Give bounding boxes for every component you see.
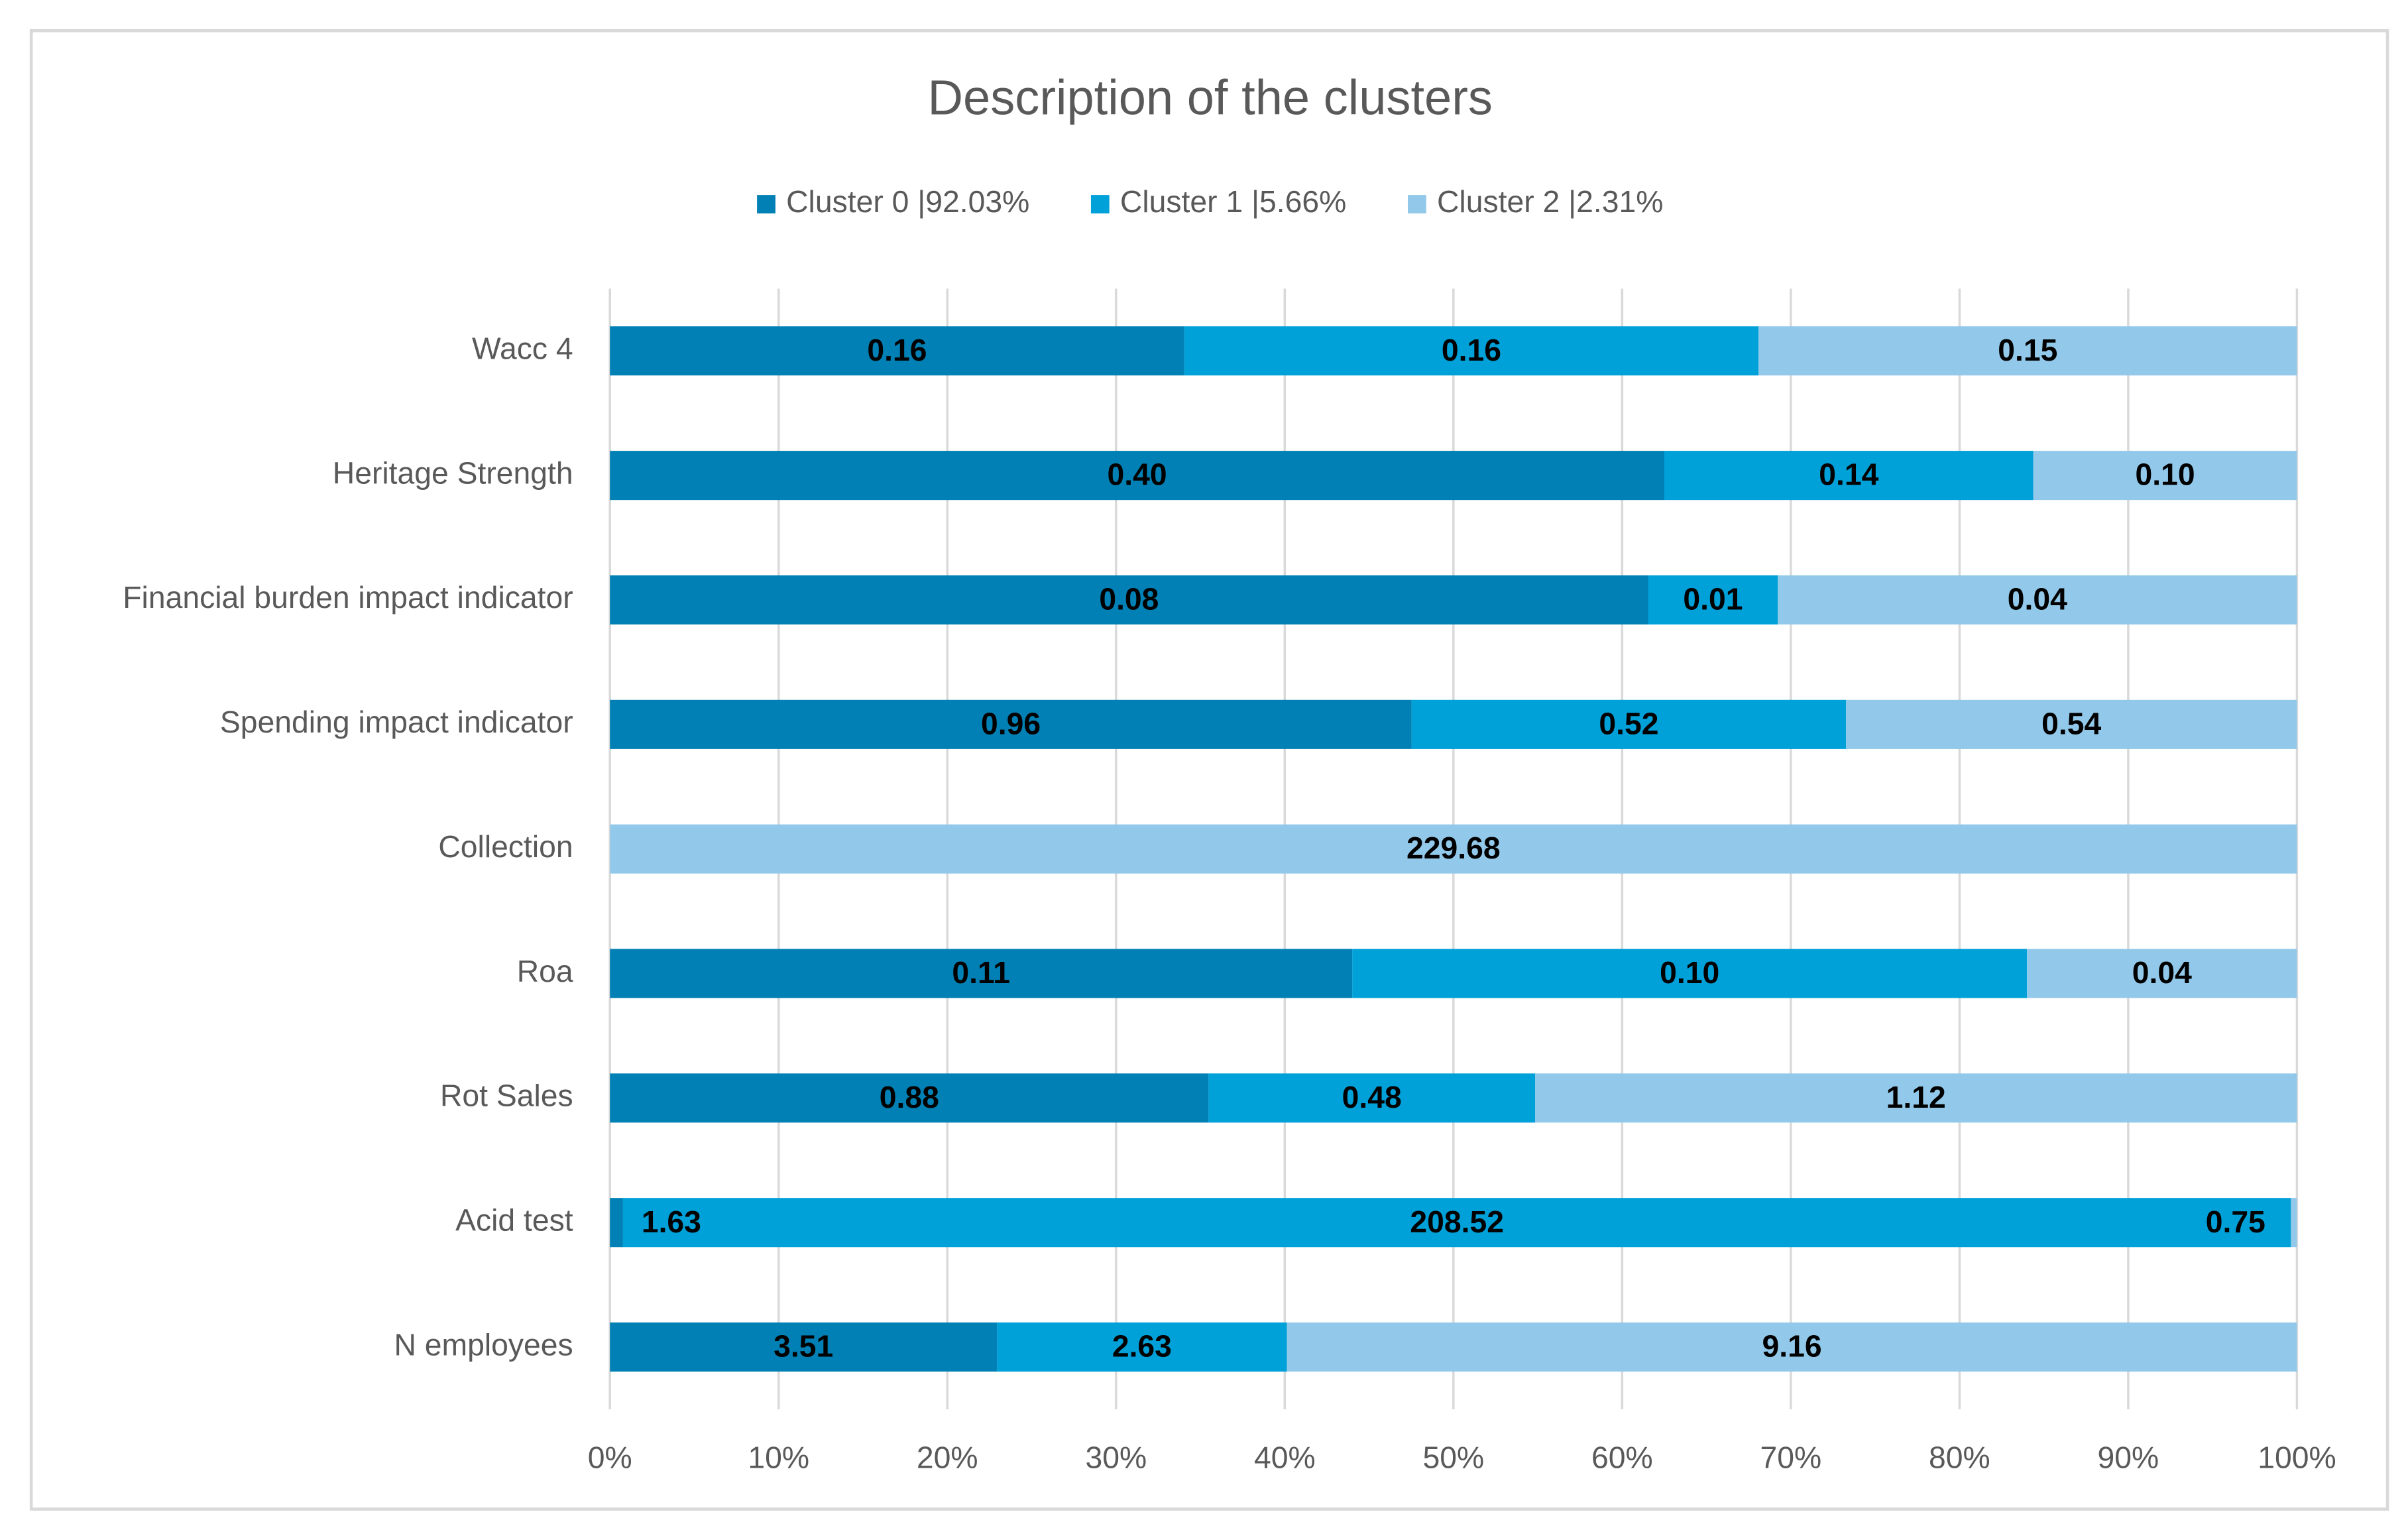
y-tick-label: Wacc 4	[472, 331, 573, 366]
y-tick-label: Roa	[517, 954, 573, 988]
legend-label: Cluster 1 |5.66%	[1120, 184, 1346, 219]
data-label: 0.11	[952, 955, 1010, 990]
data-label: 229.68	[1406, 831, 1501, 865]
data-label: 0.96	[981, 706, 1041, 740]
bar-segment	[610, 451, 1664, 500]
data-label: 1.63	[642, 1204, 701, 1239]
x-tick-label: 30%	[1085, 1440, 1147, 1475]
data-label: 0.88	[880, 1080, 939, 1114]
bar-segment	[1184, 326, 1759, 376]
legend-swatch	[1407, 195, 1426, 213]
bar-segment	[610, 1073, 1209, 1123]
legend-item: Cluster 1 |5.66%	[1090, 184, 1346, 219]
bar-segment	[610, 326, 1184, 376]
data-label: 0.52	[1599, 706, 1658, 740]
y-tick-label: N employees	[394, 1327, 573, 1362]
data-label: 9.16	[1762, 1329, 1821, 1364]
data-label: 0.01	[1683, 582, 1743, 616]
bar-segment	[1411, 699, 1847, 749]
x-tick-label: 60%	[1591, 1440, 1653, 1475]
legend-item: Cluster 0 |92.03%	[757, 184, 1029, 219]
bar-segment	[610, 1322, 998, 1372]
bar-segment	[2033, 451, 2297, 500]
data-label: 0.75	[2206, 1204, 2265, 1239]
legend-swatch	[757, 195, 775, 213]
legend-item: Cluster 2 |2.31%	[1407, 184, 1663, 219]
chart-border	[29, 29, 2389, 1511]
data-label: 0.08	[1099, 582, 1159, 616]
y-tick-label: Acid test	[455, 1203, 573, 1237]
bar-segment	[2027, 949, 2297, 998]
data-label: 2.63	[1112, 1329, 1172, 1364]
bar-segment	[610, 575, 1648, 625]
data-label: 0.04	[2008, 582, 2067, 616]
x-tick-label: 90%	[2098, 1440, 2159, 1475]
x-tick-label: 50%	[1422, 1440, 1484, 1475]
bar-segment	[997, 1322, 1287, 1372]
data-label: 0.10	[1660, 955, 1719, 990]
data-label: 0.48	[1342, 1080, 1402, 1114]
x-tick-label: 80%	[1929, 1440, 1990, 1475]
data-label: 0.14	[1819, 457, 1878, 492]
x-tick-label: 0%	[588, 1440, 632, 1475]
bar-segment	[1664, 451, 2034, 500]
bar-segment	[610, 949, 1353, 998]
x-tick-label: 40%	[1254, 1440, 1316, 1475]
bar-segment	[1758, 326, 2297, 376]
data-label: 208.52	[1410, 1204, 1504, 1239]
bar-segment	[1534, 1073, 2297, 1123]
bar-segment	[610, 699, 1412, 749]
bar-segment	[1287, 1322, 2297, 1372]
data-label: 0.16	[867, 333, 927, 367]
legend: Cluster 0 |92.03% Cluster 1 |5.66% Cluster…	[757, 184, 1663, 219]
bar-segment	[1208, 1073, 1535, 1123]
data-label: 0.15	[1998, 333, 2057, 367]
x-tick-label: 70%	[1760, 1440, 1822, 1475]
labels: Wacc 4 0.16 0.16 0.15 Heritage Strength 0.40 0…	[123, 331, 2265, 1364]
y-tick-label: Heritage Strength	[333, 455, 573, 490]
bar-segment	[610, 1198, 623, 1248]
y-tick-label: Financial burden impact indicator	[123, 580, 573, 615]
legend-label: Cluster 2 |2.31%	[1437, 184, 1663, 219]
y-tick-label: Spending impact indicator	[220, 705, 573, 739]
data-label: 0.16	[1442, 333, 1501, 367]
bar-segment	[622, 1198, 2291, 1248]
bar-segment	[1648, 575, 1778, 625]
chart-title: Description of the clusters	[928, 70, 1493, 125]
x-tick-label: 10%	[748, 1440, 809, 1475]
legend-label: Cluster 0 |92.03%	[786, 184, 1029, 219]
y-tick-label: Rot Sales	[440, 1079, 573, 1113]
bar-segment	[2291, 1198, 2297, 1248]
bar-segment	[1778, 575, 2297, 625]
legend-swatch	[1090, 195, 1110, 213]
bar-segment	[1352, 949, 2028, 998]
data-label: 0.40	[1108, 457, 1167, 492]
data-label: 0.04	[2132, 955, 2192, 990]
data-label: 0.54	[2041, 706, 2101, 740]
bar-segment	[1846, 699, 2297, 749]
x-tick-label: 20%	[917, 1440, 978, 1475]
bars	[610, 326, 2297, 1372]
bar-segment	[610, 824, 2297, 874]
data-label: 3.51	[774, 1329, 833, 1364]
x-tick-label: 100%	[2258, 1440, 2336, 1475]
y-tick-label: Collection	[438, 829, 573, 864]
data-label: 1.12	[1886, 1080, 1946, 1114]
data-label: 0.10	[2136, 457, 2195, 492]
